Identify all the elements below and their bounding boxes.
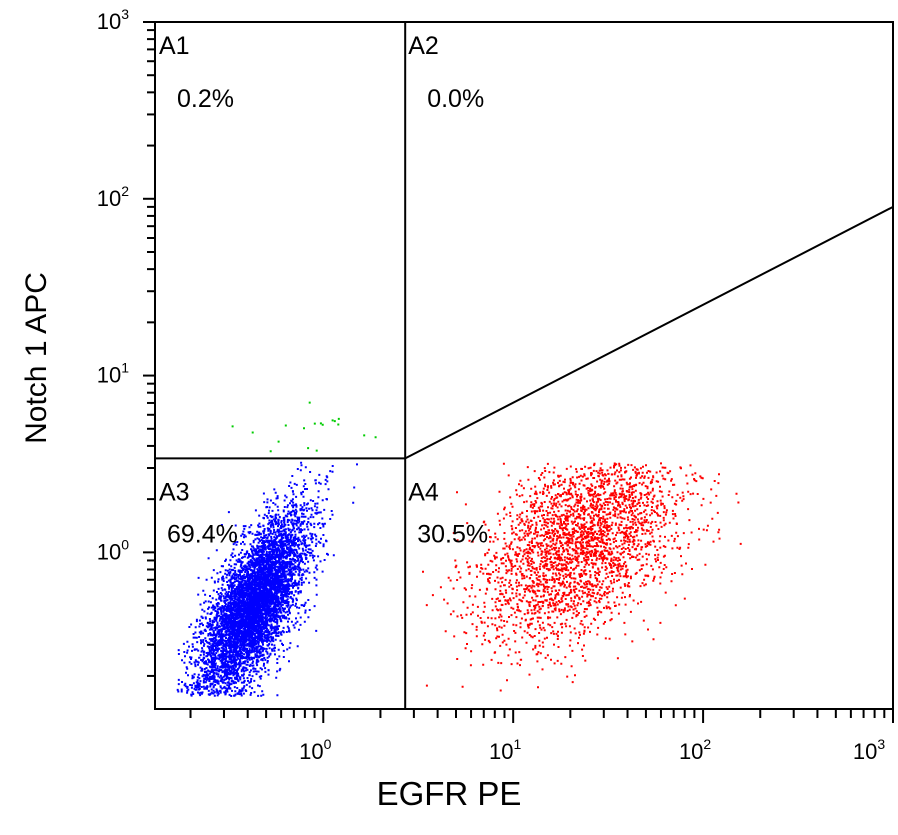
quadrant-percent-A2: 0.0% — [427, 85, 484, 113]
gate-diagonal-line — [404, 205, 894, 460]
population-A1-dots — [231, 401, 377, 453]
quadrant-label-A1: A1 — [159, 32, 190, 60]
scatter-points-A4 — [422, 462, 742, 692]
scatter-points-A3 — [176, 461, 358, 697]
y-tick-label: 101 — [97, 360, 129, 388]
x-tick-label: 100 — [299, 736, 331, 764]
quadrant-percent-A3: 69.4% — [167, 520, 238, 548]
x-tick-label: 103 — [853, 736, 885, 764]
y-tick-label: 103 — [97, 6, 129, 34]
y-tick-label: 102 — [97, 183, 129, 211]
scatter-points-A1 — [231, 401, 377, 453]
x-tick-label: 102 — [679, 736, 711, 764]
quadrant-label-A3: A3 — [159, 478, 190, 506]
plot-frame — [154, 21, 894, 710]
x-axis-label: EGFR PE — [376, 775, 522, 812]
quadrant-label-A4: A4 — [408, 478, 439, 506]
y-axis-label: Notch 1 APC — [20, 272, 53, 444]
y-tick-label: 100 — [97, 536, 129, 564]
quadrant-percent-A4: 30.5% — [417, 520, 488, 548]
quadrant-label-A2: A2 — [408, 32, 439, 60]
x-tick-label: 101 — [489, 736, 521, 764]
quadrant-percent-A1: 0.2% — [177, 85, 234, 113]
population-A3-dots — [176, 461, 358, 697]
population-A4-dots — [422, 462, 742, 692]
